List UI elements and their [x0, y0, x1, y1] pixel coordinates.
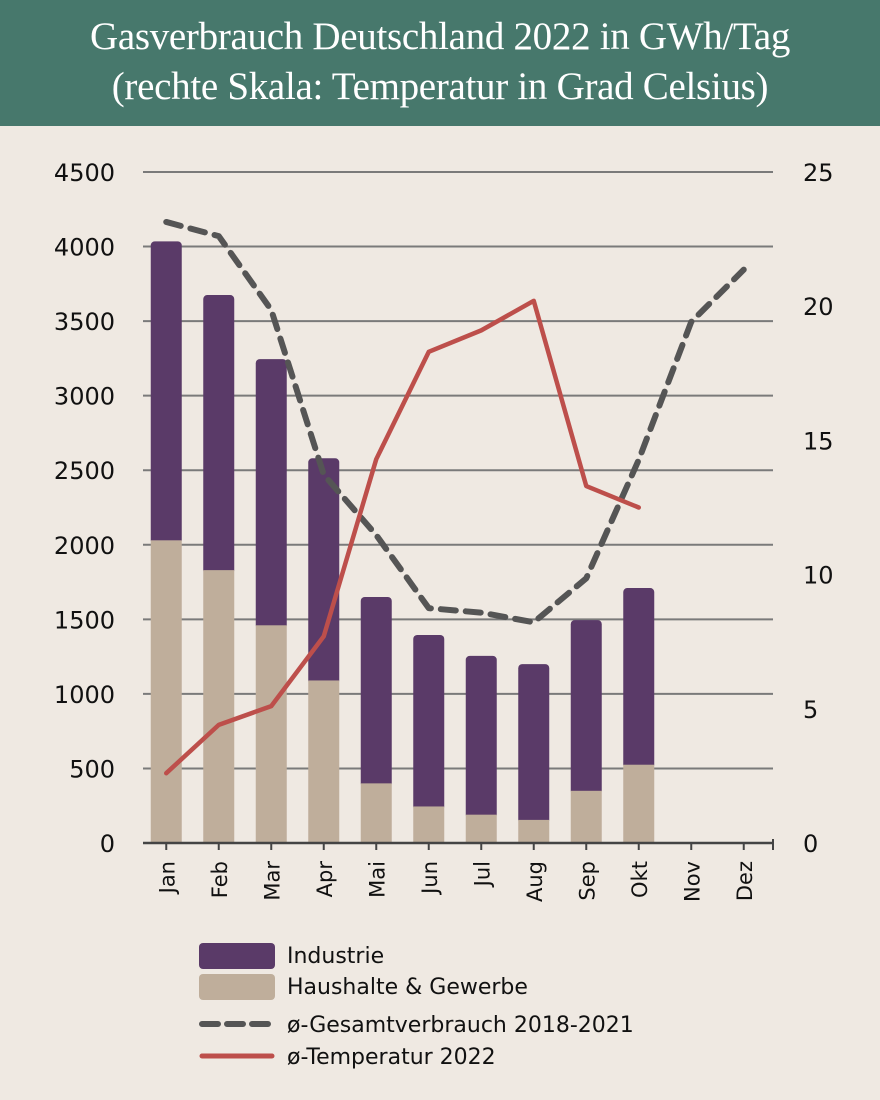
y-tick-label: 1000: [54, 681, 115, 709]
y-tick-label: 3000: [54, 383, 115, 411]
y2-tick-label: 5: [803, 696, 818, 724]
bar-industrie: [308, 458, 340, 685]
left-axis-ticks: 0 500 1000 1500 2000 2500 3000 3500 4000 4500: [54, 159, 115, 858]
y-tick-label: 2500: [54, 457, 115, 485]
legend-swatch-haushalte: [199, 974, 275, 1000]
legend-label: Industrie: [287, 944, 384, 969]
x-tick-label: Jun: [418, 861, 442, 896]
bar-industrie: [150, 241, 182, 545]
bar-haushalte: [465, 814, 497, 843]
gridlines: [143, 171, 773, 770]
y-tick-label: 3500: [54, 308, 115, 336]
x-tick-label: Mai: [365, 861, 389, 898]
x-tick-label: Nov: [680, 861, 704, 902]
bar-haushalte: [150, 540, 182, 843]
y-tick-label: 4500: [54, 159, 115, 187]
lines: [163, 218, 747, 776]
chart-title-line-1: Gasverbrauch Deutschland 2022 in GWh/Tag: [89, 15, 791, 58]
bar-industrie: [518, 664, 550, 824]
bar-industrie: [360, 596, 392, 788]
x-tick-label: Feb: [208, 861, 232, 898]
bar-haushalte: [255, 625, 287, 843]
y-tick-label: 4000: [54, 234, 115, 262]
bar-industrie: [465, 655, 497, 819]
x-tick-label: Mar: [260, 861, 284, 901]
line-temperatur: [164, 298, 641, 776]
chart: 0 500 1000 1500 2000 2500 3000 3500 4000 4500 0 5 1…: [54, 159, 834, 1070]
y2-tick-label: 10: [803, 562, 834, 590]
line-gesamtverbrauch: [163, 218, 747, 626]
x-tick-label: Sep: [575, 861, 599, 901]
y-tick-label: 0: [100, 830, 115, 858]
bar-industrie: [203, 295, 235, 575]
legend-label: ø-Temperatur 2022: [287, 1045, 496, 1070]
x-tick-label: Okt: [628, 861, 652, 898]
y-tick-label: 500: [69, 755, 115, 783]
x-tick-label: Jul: [470, 861, 494, 888]
legend-swatch-industrie: [199, 943, 275, 969]
y-tick-label: 1500: [54, 606, 115, 634]
x-axis: Jan Feb Mar Apr Mai Jun Jul Aug Sep Okt Nov Dez: [143, 839, 774, 902]
y2-tick-label: 20: [803, 293, 834, 321]
bar-haushalte: [360, 783, 392, 843]
y2-tick-label: 25: [803, 159, 834, 187]
bar-industrie: [413, 634, 445, 811]
bar-haushalte: [308, 680, 340, 843]
x-tick-label: Dez: [733, 861, 757, 901]
bar-industrie: [255, 359, 287, 630]
y-tick-label: 2000: [54, 532, 115, 560]
right-axis-ticks: 0 5 10 15 20 25: [803, 159, 834, 858]
y2-tick-label: 15: [803, 427, 834, 455]
chart-header: Gasverbrauch Deutschland 2022 in GWh/Tag…: [0, 0, 880, 126]
x-tick-label: Jan: [155, 861, 179, 895]
bar-industrie: [623, 588, 655, 769]
bars: [150, 241, 655, 843]
legend-label: ø-Gesamtverbrauch 2018-2021: [287, 1013, 634, 1038]
bar-haushalte: [413, 806, 445, 843]
bar-industrie: [570, 620, 602, 795]
legend-label: Haushalte & Gewerbe: [287, 975, 528, 1000]
x-tick-label: Apr: [313, 861, 337, 898]
x-tick-label: Aug: [523, 861, 547, 902]
bar-haushalte: [203, 570, 235, 843]
chart-title-line-2: (rechte Skala: Temperatur in Grad Celsiu…: [111, 65, 769, 108]
bar-haushalte: [518, 819, 550, 843]
y2-tick-label: 0: [803, 830, 818, 858]
legend: Industrie Haushalte & Gewerbe ø-Gesamtverb…: [199, 943, 634, 1070]
bar-haushalte: [570, 790, 602, 843]
bar-haushalte: [623, 764, 655, 843]
